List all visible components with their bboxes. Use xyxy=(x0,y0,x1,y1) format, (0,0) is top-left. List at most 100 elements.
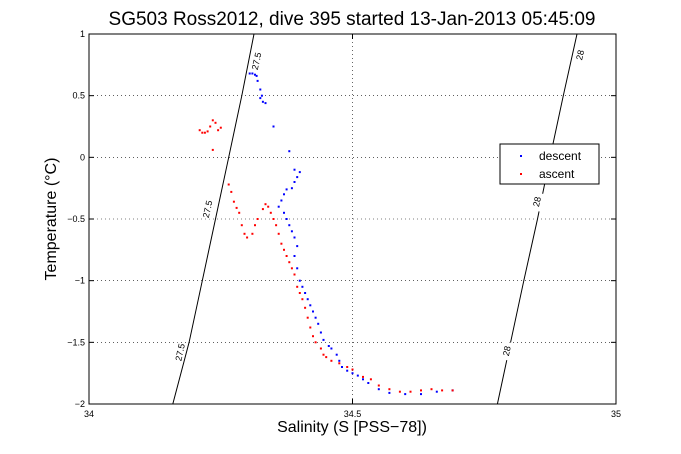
contour-label-background xyxy=(200,199,215,219)
y-tick-label: 0.5 xyxy=(72,91,85,101)
x-tick-label: 34 xyxy=(84,409,94,419)
ascent-point xyxy=(301,298,304,301)
descent-point xyxy=(314,316,317,319)
ascent-point xyxy=(254,224,256,227)
descent-point xyxy=(356,374,359,377)
y-tick-label: −2 xyxy=(75,399,85,409)
descent-point xyxy=(277,205,280,208)
descent-point xyxy=(298,279,301,282)
ascent-point xyxy=(275,224,278,227)
descent-point xyxy=(330,347,333,350)
ascent-point xyxy=(420,389,422,392)
descent-point xyxy=(346,369,349,372)
x-tick-label: 35 xyxy=(611,409,621,419)
y-tick-label: 0 xyxy=(80,152,85,162)
descent-point xyxy=(335,353,338,356)
descent-point xyxy=(280,199,283,202)
descent-point xyxy=(420,393,422,396)
ascent-point xyxy=(296,285,299,288)
legend: descent ascent xyxy=(499,143,600,185)
chart-title: SG503 Ross2012, dive 395 started 13-Jan-… xyxy=(109,9,596,30)
descent-point xyxy=(254,73,256,76)
ascent-point xyxy=(398,390,401,393)
ascent-point xyxy=(293,273,296,276)
ascent-point xyxy=(251,232,254,235)
descent-point xyxy=(260,94,263,97)
y-tick-label: 1 xyxy=(80,29,85,39)
descent-point xyxy=(293,255,296,257)
descent-point xyxy=(322,338,325,341)
y-tick-label: −1 xyxy=(75,276,85,286)
descent-point xyxy=(283,193,285,196)
descent-point xyxy=(290,187,293,190)
descent-point xyxy=(298,171,301,174)
ascent-point xyxy=(280,242,283,245)
ascent-point xyxy=(409,390,412,393)
ascent-point xyxy=(312,335,314,338)
descent-point xyxy=(264,102,267,105)
descent-point xyxy=(404,393,407,396)
contour-label: 27.5 xyxy=(201,199,215,218)
ascent-point xyxy=(351,368,354,371)
ascent-point xyxy=(451,389,454,392)
descent-point xyxy=(288,150,291,153)
descent-point xyxy=(248,72,251,75)
descent-point xyxy=(306,298,309,301)
descent-point xyxy=(293,168,296,171)
y-axis-ticks: 1 0.5 0 −0.5 −1 −1.5 −2 xyxy=(67,29,616,409)
data-points xyxy=(198,72,454,396)
descent-point xyxy=(256,79,259,82)
ascent-point xyxy=(206,130,209,133)
descent-point xyxy=(312,310,314,313)
y-axis-label: Temperature (°C) xyxy=(43,158,60,281)
density-contours: 27.5 27.5 27.5 28 28 28 xyxy=(172,33,587,405)
ascent-point xyxy=(319,347,322,350)
contour-label-background xyxy=(249,51,264,71)
ascent-point xyxy=(243,232,246,235)
descent-point xyxy=(272,125,275,128)
legend-label-descent: descent xyxy=(539,149,582,163)
x-axis-ticks: 34 34.5 35 xyxy=(84,34,621,419)
contour-label: 28 xyxy=(574,49,586,61)
ascent-point xyxy=(203,131,206,134)
descent-point xyxy=(377,388,380,391)
grid-lines xyxy=(89,34,616,404)
descent-point xyxy=(319,331,322,334)
ascent-point xyxy=(219,126,222,129)
ascent-point xyxy=(246,236,249,239)
ascent-point xyxy=(388,388,391,391)
legend-marker-descent xyxy=(520,155,522,157)
ascent-point xyxy=(227,183,230,186)
ascent-point xyxy=(430,388,433,391)
ascent-point xyxy=(264,203,267,206)
ascent-point xyxy=(330,359,333,362)
ascent-point xyxy=(240,224,243,227)
descent-point xyxy=(317,322,320,325)
y-tick-label: −0.5 xyxy=(67,214,85,224)
descent-point xyxy=(293,236,296,239)
descent-point xyxy=(301,285,304,288)
ascent-point xyxy=(214,121,217,124)
ascent-point xyxy=(377,384,380,387)
ascent-point xyxy=(211,148,214,151)
descent-point xyxy=(367,382,370,384)
ascent-point xyxy=(285,255,288,257)
y-tick-label: −1.5 xyxy=(67,337,85,347)
density-contour-line xyxy=(172,33,255,405)
ascent-point xyxy=(201,131,204,134)
legend-marker-ascent xyxy=(520,173,522,175)
ascent-point xyxy=(269,211,272,214)
descent-point xyxy=(338,359,341,362)
descent-point xyxy=(362,378,364,381)
ascent-point xyxy=(261,208,264,211)
ascent-point xyxy=(232,200,235,203)
ascent-point xyxy=(277,232,280,235)
descent-point xyxy=(388,391,391,394)
ascent-point xyxy=(306,316,309,319)
descent-point xyxy=(304,292,307,294)
x-tick-label: 34.5 xyxy=(344,409,362,419)
ascent-point xyxy=(209,125,212,128)
contour-label: 28 xyxy=(531,196,543,208)
ascent-point xyxy=(267,205,270,208)
